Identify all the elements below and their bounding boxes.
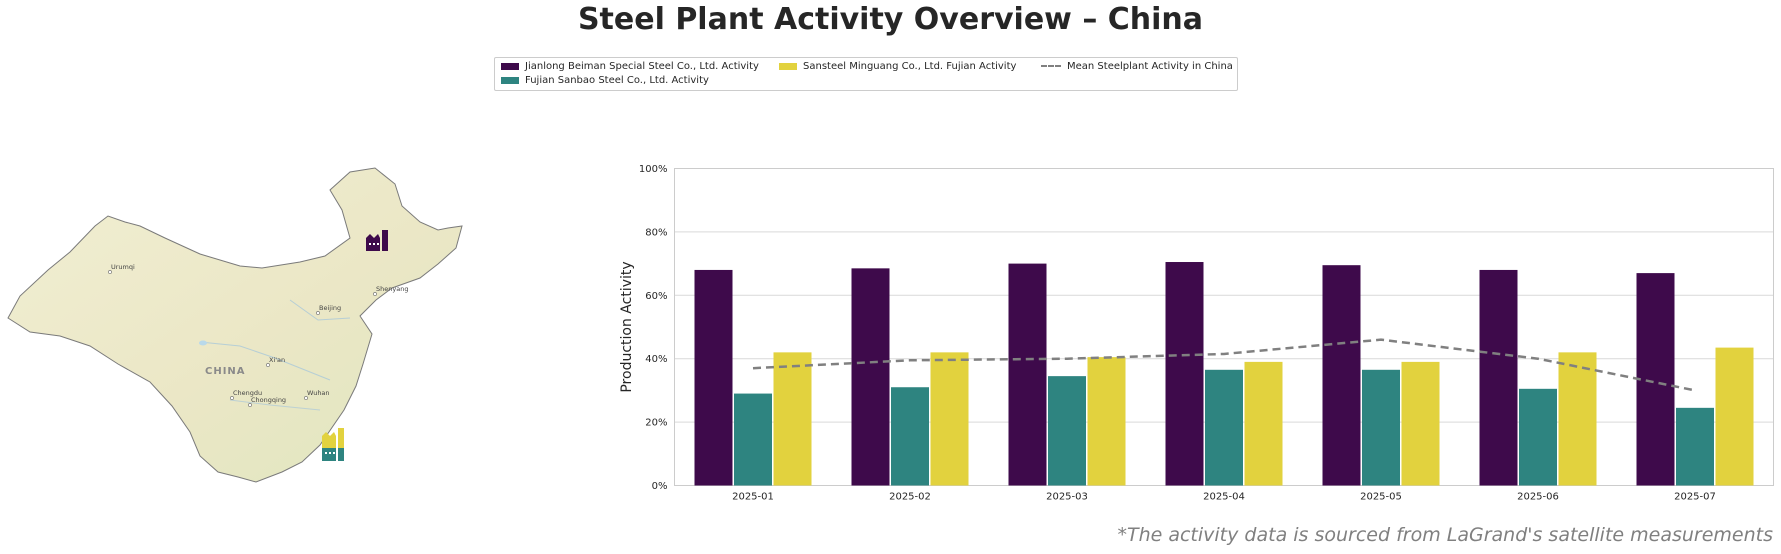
legend-item-mean: Mean Steelplant Activity in China <box>1041 61 1233 73</box>
china-outline <box>7 167 463 483</box>
bar-fujian-2025-02 <box>891 387 929 486</box>
y-tick-label: 100% <box>639 164 668 175</box>
city-label: Shenyang <box>376 285 408 293</box>
bar-jianlong-2025-05 <box>1322 265 1361 486</box>
city-marker <box>304 396 308 400</box>
legend-label-sansteel: Sansteel Minguang Co., Ltd. Fujian Activ… <box>803 61 1017 72</box>
legend-item-sansteel: Sansteel Minguang Co., Ltd. Fujian Activ… <box>779 61 1016 73</box>
x-tick-label: 2025-05 <box>1360 492 1402 501</box>
y-tick-label: 60% <box>645 291 667 302</box>
city-label: Urumqi <box>111 263 135 271</box>
y-tick-label: 20% <box>645 418 667 429</box>
city-marker <box>248 403 252 407</box>
bar-jianlong-2025-03 <box>1008 263 1047 486</box>
river-line <box>229 399 321 411</box>
city-marker <box>108 270 112 274</box>
legend-label-fujian-sanbao: Fujian Sanbao Steel Co., Ltd. Activity <box>525 75 709 86</box>
china-map: Urumqi Beijing Shenyang Xi'an ChengduChongqi… <box>7 167 463 483</box>
legend-item-jianlong: Jianlong Beiman Special Steel Co., Ltd. … <box>501 61 759 73</box>
river-line <box>199 341 331 381</box>
bar-jianlong-2025-06 <box>1479 269 1518 486</box>
lake-shape <box>199 340 207 346</box>
bar-fujian-2025-03 <box>1048 376 1086 486</box>
bar-fujian-2025-05 <box>1362 369 1400 486</box>
city-marker <box>266 363 270 367</box>
bar-sansteel-2025-07 <box>1715 347 1754 486</box>
jianlong-factory-icon <box>366 230 388 251</box>
legend-swatch-jianlong <box>501 62 519 70</box>
bar-fujian-2025-04 <box>1205 369 1243 486</box>
y-tick-label: 40% <box>645 354 667 365</box>
mean-activity-line <box>752 338 1696 392</box>
legend-swatch-sansteel <box>779 62 797 70</box>
y-axis-label: Production Activity <box>619 261 635 392</box>
city-label: Wuhan <box>307 389 330 397</box>
page-title: Steel Plant Activity Overview – China <box>577 2 1204 37</box>
city-marker <box>373 292 377 296</box>
y-tick-label: 80% <box>645 227 667 238</box>
bar-fujian-2025-01 <box>734 393 772 486</box>
legend-swatch-fujian-sanbao <box>501 76 519 84</box>
x-tick-label: 2025-02 <box>889 492 931 501</box>
legend-label-mean: Mean Steelplant Activity in China <box>1067 61 1233 72</box>
legend-item-fujian-sanbao: Fujian Sanbao Steel Co., Ltd. Activity <box>501 75 709 87</box>
city-label: Beijing <box>319 304 341 312</box>
bar-sansteel-2025-02 <box>930 352 969 486</box>
city-label: Chengdu <box>233 389 262 397</box>
footnote: *The activity data is sourced from LaGra… <box>1117 524 1773 546</box>
legend-label-jianlong: Jianlong Beiman Special Steel Co., Ltd. … <box>525 61 759 72</box>
map-country-label: CHINA <box>205 366 246 377</box>
legend-swatch-mean <box>1041 65 1061 67</box>
bar-fujian-2025-06 <box>1519 388 1557 486</box>
river-line <box>289 299 351 321</box>
x-tick-label: 2025-03 <box>1046 492 1088 501</box>
city-marker <box>316 311 320 315</box>
activity-bar-chart: 0% 20% 40% 60% 80% 100% 2025-01 2025-02 2025-03… <box>619 164 1774 501</box>
bar-sansteel-2025-03 <box>1087 357 1126 486</box>
bar-sansteel-2025-06 <box>1558 352 1597 486</box>
bar-sansteel-2025-05 <box>1401 361 1440 486</box>
bar-jianlong-2025-04 <box>1165 262 1204 486</box>
city-label: Chongqing <box>251 396 286 404</box>
x-tick-label: 2025-01 <box>732 492 774 501</box>
bar-jianlong-2025-02 <box>851 268 890 486</box>
city-label: Xi'an <box>269 356 285 364</box>
bar-fujian-2025-07 <box>1676 407 1714 486</box>
x-tick-label: 2025-04 <box>1203 492 1245 501</box>
bar-sansteel-2025-01 <box>773 352 812 486</box>
bar-sansteel-2025-04 <box>1244 361 1283 486</box>
bar-jianlong-2025-07 <box>1636 273 1675 486</box>
x-tick-label: 2025-06 <box>1517 492 1559 501</box>
bar-jianlong-2025-01 <box>694 269 733 486</box>
x-tick-label: 2025-07 <box>1674 492 1716 501</box>
sansteel-factory-icon <box>322 428 344 448</box>
y-tick-label: 0% <box>652 481 668 492</box>
chart-legend: Jianlong Beiman Special Steel Co., Ltd. … <box>494 57 1238 91</box>
city-marker <box>230 396 234 400</box>
fujian-sanbao-factory-icon <box>322 448 344 461</box>
